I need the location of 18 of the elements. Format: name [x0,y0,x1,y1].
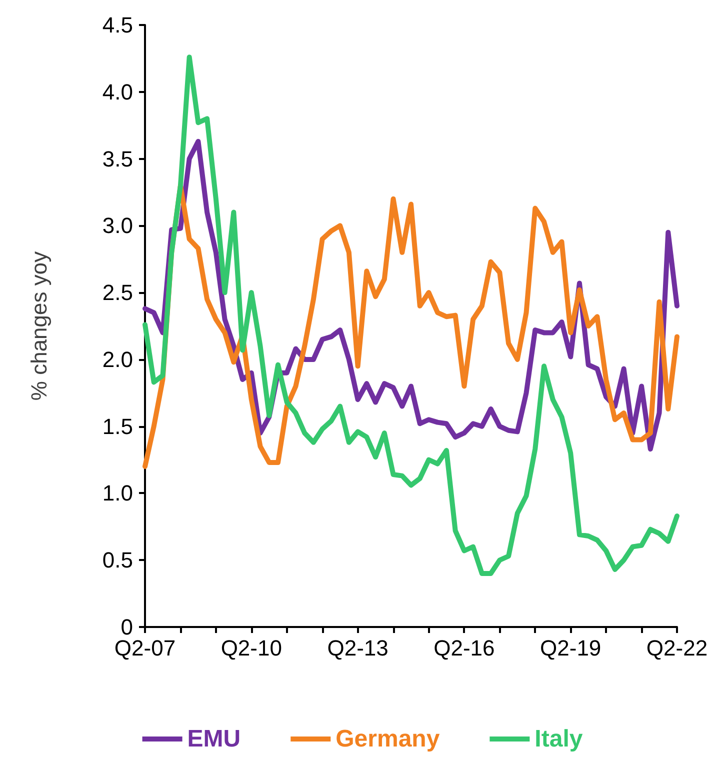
x-tick-label: Q2-22 [646,636,708,660]
y-tick-label: 3.0 [102,213,133,238]
x-tick-label: Q2-10 [220,636,282,660]
y-tick-label: 1.0 [102,480,133,506]
x-tick-label: Q2-13 [327,636,388,660]
y-tick-label: 0.5 [102,548,133,573]
y-tick-label: 4.0 [102,79,133,104]
legend-label: Germany [336,726,440,752]
x-tick-label: Q2-19 [540,636,602,660]
y-tick-label: 2.0 [102,346,133,372]
y-tick-label: 4.5 [102,12,133,38]
legend-label: EMU [187,726,241,752]
y-axis-title: % changes yoy [26,251,52,401]
y-tick-label: 1.5 [102,414,133,439]
x-tick-label: Q2-16 [434,636,495,660]
y-tick-label: 2.5 [102,280,133,306]
legend-label: Italy [534,726,584,752]
y-tick-label: 3.5 [102,146,133,172]
